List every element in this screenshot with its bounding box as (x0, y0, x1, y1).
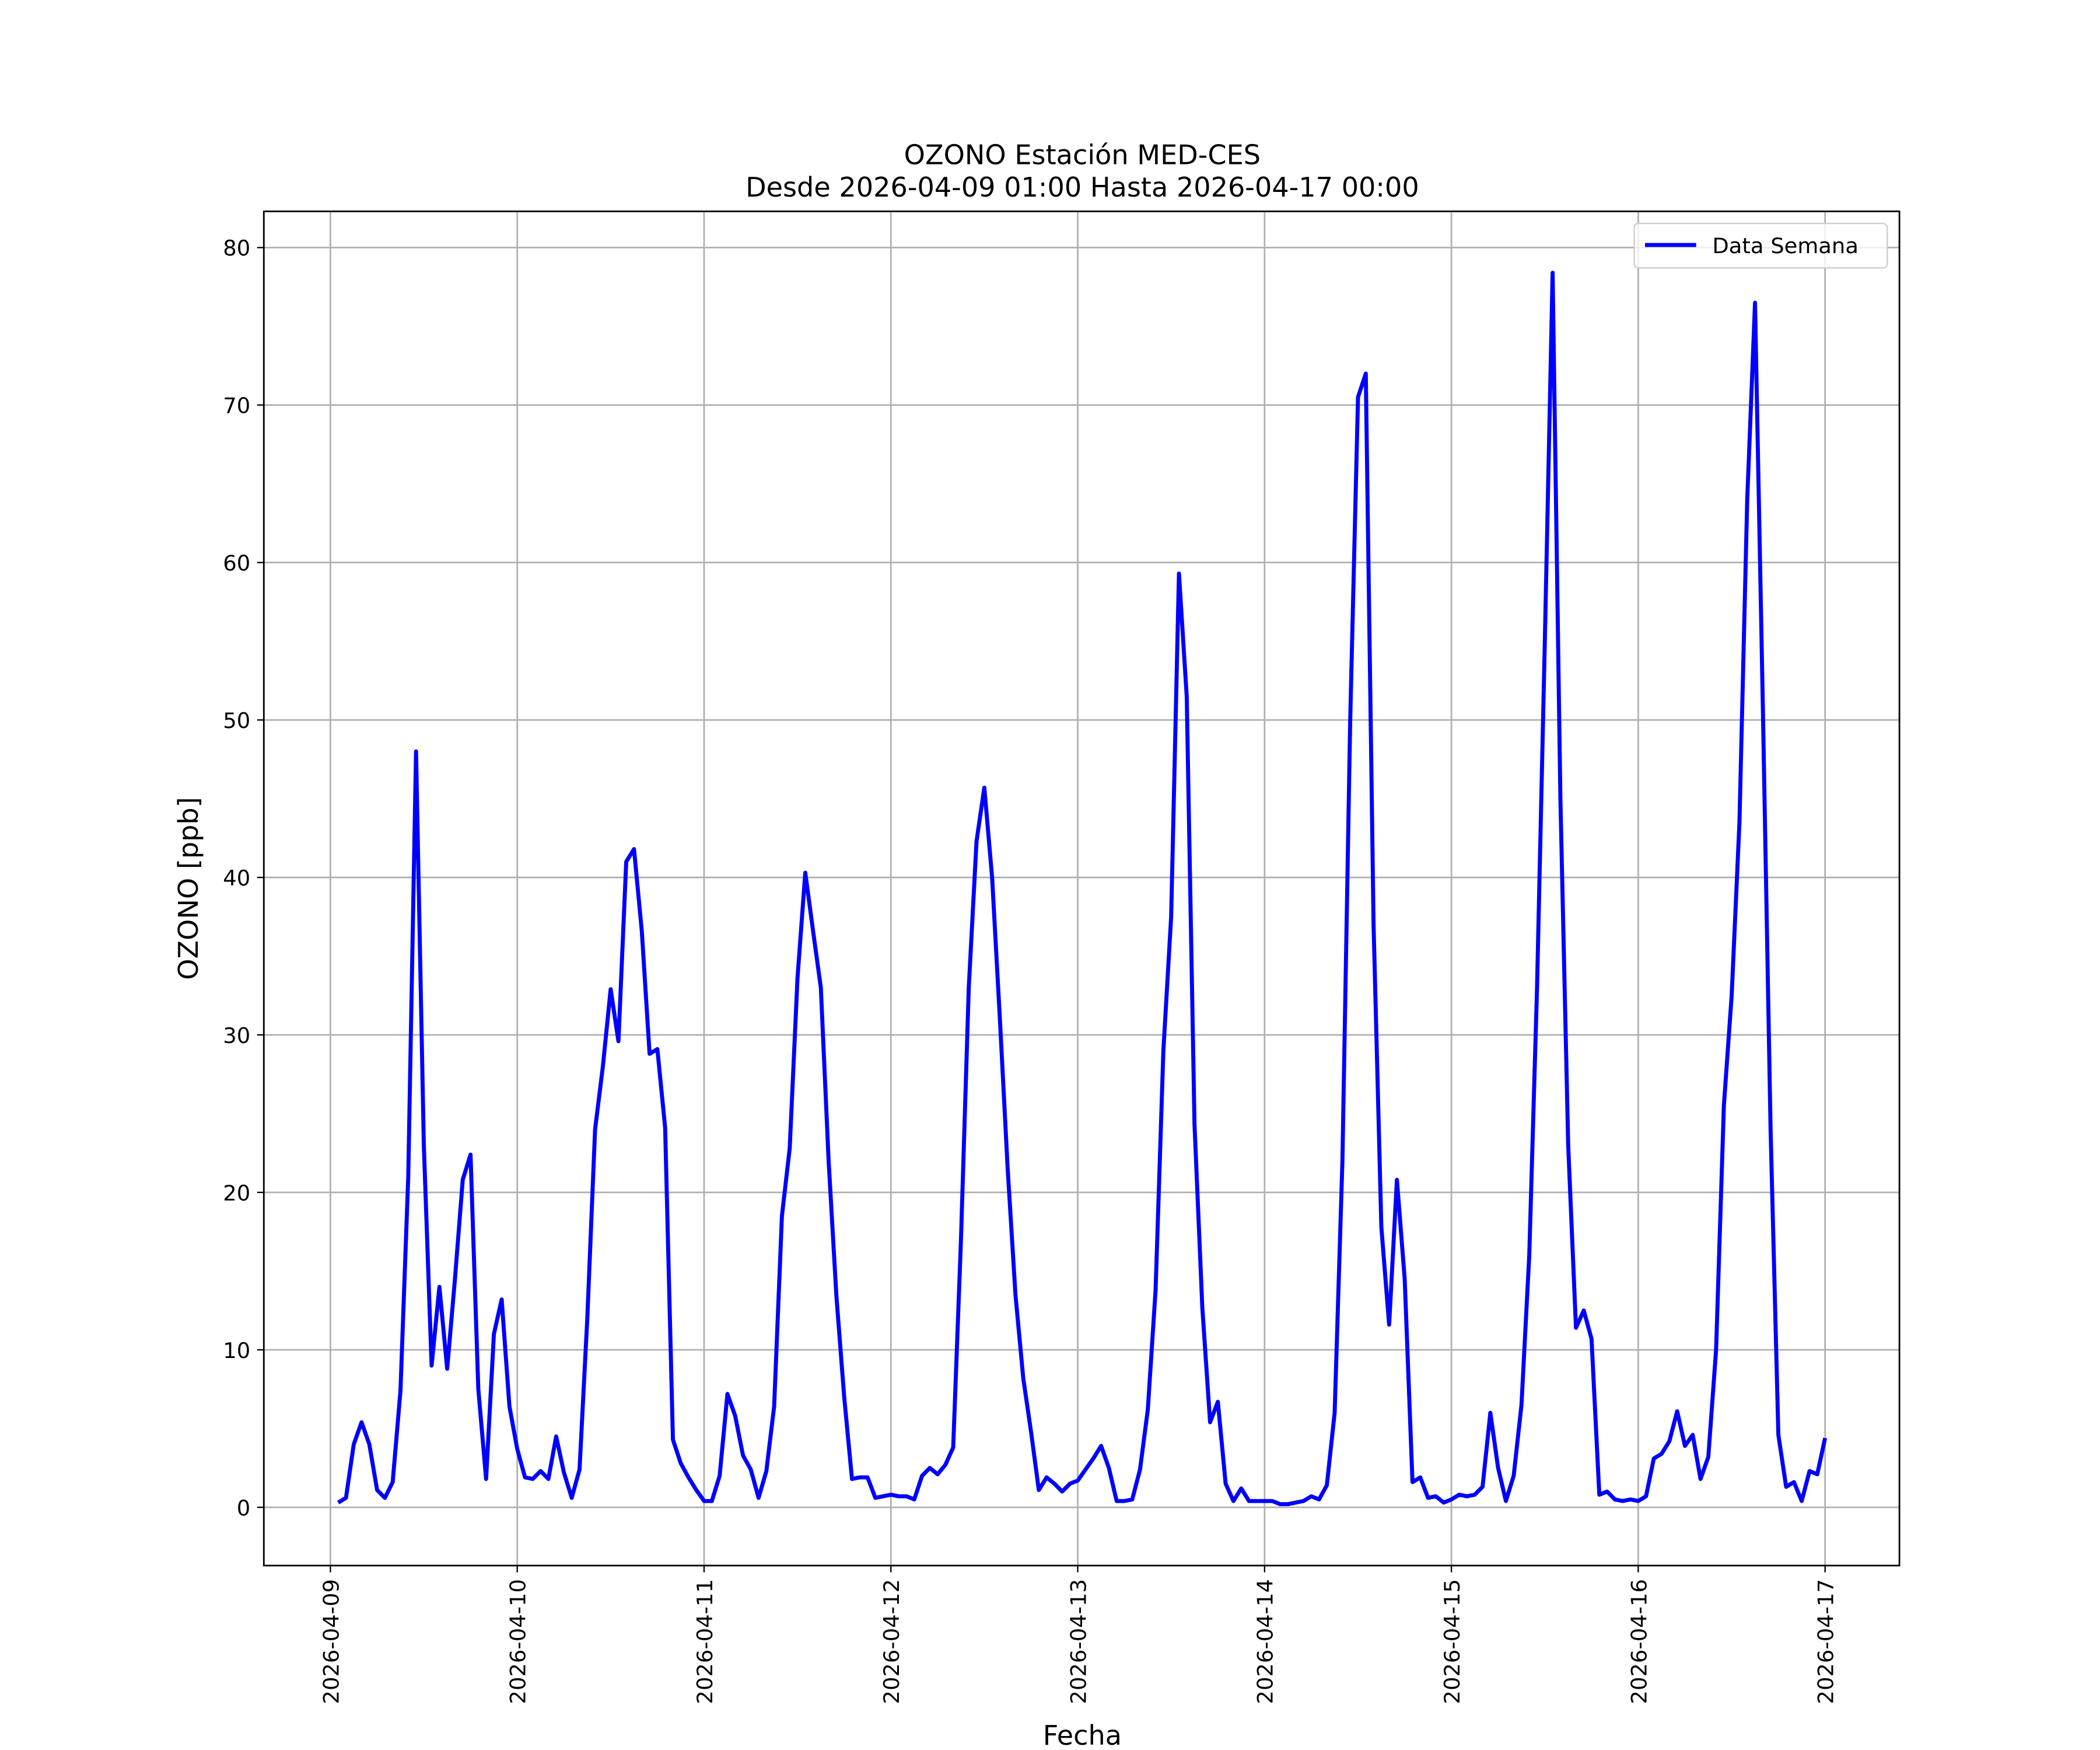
y-tick-label: 10 (223, 1338, 250, 1363)
y-tick-label: 30 (223, 1023, 250, 1048)
y-axis-label: OZONO [ppb] (173, 797, 204, 980)
x-tick-label: 2026-04-14 (1253, 1579, 1278, 1704)
x-axis-label: Fecha (1043, 1720, 1122, 1750)
legend-box (1633, 222, 1888, 269)
x-tick-label: 2026-04-11 (692, 1579, 718, 1704)
x-tick-label: 2026-04-12 (879, 1579, 904, 1704)
y-tick-label: 80 (223, 236, 250, 261)
y-tick-label: 60 (223, 551, 250, 576)
y-tick-label: 0 (237, 1496, 250, 1521)
legend: Data Semana (1633, 222, 1888, 269)
x-tick-label: 2026-04-15 (1440, 1579, 1465, 1704)
x-tick-label: 2026-04-10 (506, 1579, 531, 1704)
y-tick-label: 40 (223, 866, 250, 891)
x-tick-label: 2026-04-17 (1814, 1579, 1839, 1704)
x-tick-label: 2026-04-16 (1626, 1579, 1651, 1704)
x-tick-label: 2026-04-09 (318, 1579, 344, 1704)
chart-subtitle: Desde 2026-04-09 01:00 Hasta 2026-04-17 … (746, 172, 1419, 203)
y-tick-label: 50 (223, 708, 250, 733)
y-tick-label: 70 (223, 393, 250, 418)
x-tick-label: 2026-04-13 (1066, 1579, 1091, 1704)
chart-title: OZONO Estación MED-CES (904, 139, 1261, 171)
plot-frame (262, 210, 1901, 1567)
y-tick-label: 20 (223, 1181, 250, 1206)
legend-label: Data Semana (1712, 233, 1859, 258)
data-line (337, 271, 1828, 1507)
